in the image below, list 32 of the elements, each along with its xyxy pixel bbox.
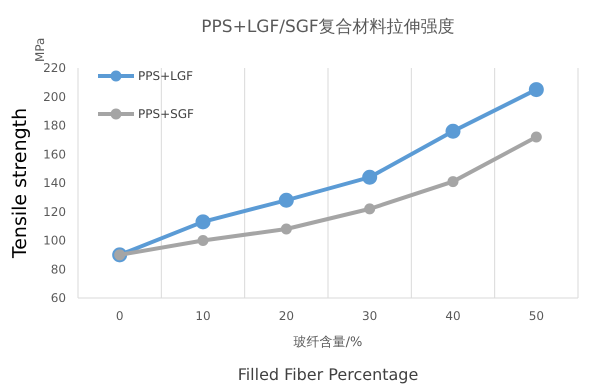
y-tick-label: 100 (43, 234, 66, 248)
y-tick-label: 220 (43, 61, 66, 76)
x-tick-label: 10 (195, 309, 211, 323)
point (196, 214, 210, 230)
point (364, 203, 376, 214)
point (362, 170, 378, 185)
point (446, 124, 460, 139)
x-tick-label: 0 (116, 309, 124, 323)
y-axis-title: Tensile strength (9, 108, 31, 260)
point (528, 82, 544, 98)
y-tick-label: 160 (43, 147, 66, 162)
y-tick-label: 120 (43, 204, 66, 219)
point (280, 224, 292, 234)
x-tick-label: 30 (362, 309, 378, 323)
y-tick-label: 80 (50, 262, 66, 276)
text: Filled Fiber Percentage (238, 365, 418, 384)
point (278, 192, 294, 208)
x-axis-title: 玻纤含量/% (294, 335, 362, 350)
text: MPa (33, 38, 47, 62)
x-tick-label: 20 (278, 309, 294, 323)
x-tick-label: 40 (445, 309, 461, 323)
point (198, 235, 208, 246)
y-tick-label: 140 (43, 176, 66, 190)
y-tick-label: 60 (50, 291, 66, 306)
point (530, 132, 542, 142)
y-tick-label: 180 (43, 118, 66, 133)
point (448, 176, 458, 188)
legend-label: PPS+SGF (138, 107, 194, 122)
x-tick-label: 50 (528, 309, 544, 323)
chart-title: PPS+LGF/SGF复合材料拉伸强度 (201, 17, 455, 37)
legend-label: PPS+LGF (138, 69, 194, 84)
y-tick-label: 200 (43, 90, 66, 104)
